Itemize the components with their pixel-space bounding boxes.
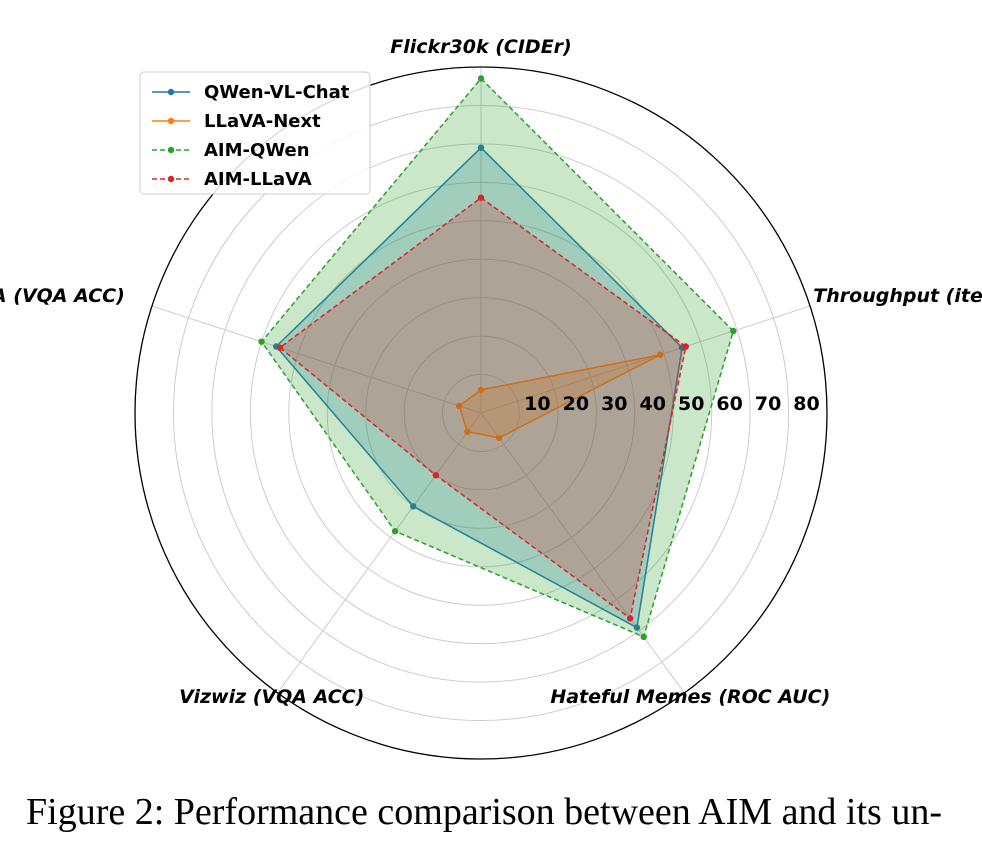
legend-entry-qwen-vl-chat: QWen-VL-Chat [152, 82, 350, 103]
legend-box [139, 71, 371, 195]
data-point-aim-llava-2 [626, 615, 634, 622]
legend-entry-llava-next: LLaVA-Next [152, 111, 321, 132]
tick-label-50: 50 [678, 393, 704, 415]
series-fill-aim-llava [279, 197, 686, 619]
legend-swatch-marker-aim-qwen [167, 146, 175, 154]
legend-entry-aim-qwen: AIM-QWen [152, 140, 310, 161]
data-point-aim-qwen-0 [477, 75, 485, 82]
data-point-aim-qwen-3 [391, 528, 399, 535]
data-point-aim-llava-1 [682, 343, 689, 350]
legend-label-aim-llava: AIM-LLaVA [204, 169, 312, 190]
radar-grid [134, 66, 828, 760]
data-point-aim-qwen-4 [258, 338, 265, 345]
series-line-aim-llava [278, 196, 687, 620]
data-point-aim-qwen-2 [640, 633, 647, 641]
legend: QWen-VL-Chat LLaVA-Next AIM-QWen AIM-LLaVA [139, 71, 371, 195]
legend-label-qwen-vl-chat: QWen-VL-Chat [204, 82, 350, 103]
legend-label-llava-next: LLaVA-Next [204, 111, 321, 132]
outer-frame [134, 66, 828, 760]
legend-label-aim-qwen: AIM-QWen [204, 140, 310, 161]
legend-swatch-marker-llava-next [167, 117, 175, 125]
legend-swatch-marker-aim-llava [167, 175, 175, 183]
series-layer [258, 75, 737, 641]
figure-caption: Figure 2: Performance comparison between… [26, 791, 942, 833]
radar-chart: Flickr30k (CIDEr) Throughput (iter/min) Ha… [0, 36, 982, 760]
axis-label-4: OKVQA (VQA ACC) [0, 285, 125, 307]
axis-spoke-1 [480, 305, 811, 414]
data-point-qwen-vl-chat-2 [633, 624, 641, 631]
series-fill-llava-next [459, 354, 661, 438]
axis-spoke-2 [480, 412, 685, 694]
series-aim-llava [276, 194, 689, 622]
data-point-aim-llava-3 [432, 472, 439, 479]
data-point-aim-llava-0 [477, 194, 485, 201]
series-llava-next [455, 351, 664, 442]
tick-label-30: 30 [601, 393, 627, 415]
axis-label-2: Hateful Memes (ROC AUC) [550, 686, 830, 708]
axis-spoke-4 [151, 305, 482, 414]
axis-spoke-3 [277, 412, 482, 694]
tick-labels: 10 20 30 40 50 60 70 80 [524, 393, 820, 415]
series-line-qwen-vl-chat [275, 146, 683, 629]
data-point-llava-next-3 [464, 428, 471, 435]
data-point-llava-next-4 [455, 402, 463, 410]
tick-label-10: 10 [524, 393, 550, 415]
legend-swatch-marker-qwen-vl-chat [167, 88, 175, 96]
series-aim-qwen [258, 75, 737, 641]
series-fill-aim-qwen [261, 78, 734, 637]
data-point-qwen-vl-chat-3 [410, 503, 417, 510]
data-point-llava-next-1 [657, 351, 664, 358]
legend-entry-aim-llava: AIM-LLaVA [152, 169, 312, 190]
series-line-llava-next [458, 354, 661, 439]
axis-label-3: Vizwiz (VQA ACC) [179, 686, 364, 708]
axis-labels: Flickr30k (CIDEr) Throughput (iter/min) Ha… [0, 36, 982, 708]
data-point-qwen-vl-chat-0 [477, 144, 485, 151]
tick-label-40: 40 [639, 393, 665, 415]
series-line-aim-qwen [260, 77, 735, 638]
tick-label-20: 20 [563, 393, 589, 415]
data-point-llava-next-0 [477, 386, 485, 394]
data-point-llava-next-2 [495, 434, 503, 442]
tick-label-60: 60 [716, 393, 742, 415]
data-point-aim-llava-4 [276, 344, 284, 351]
axis-label-1: Throughput (iter/min) [813, 285, 982, 307]
axis-label-0: Flickr30k (CIDEr) [390, 36, 571, 58]
tick-label-80: 80 [793, 393, 819, 415]
data-point-aim-qwen-1 [730, 327, 737, 335]
tick-label-70: 70 [755, 393, 781, 415]
